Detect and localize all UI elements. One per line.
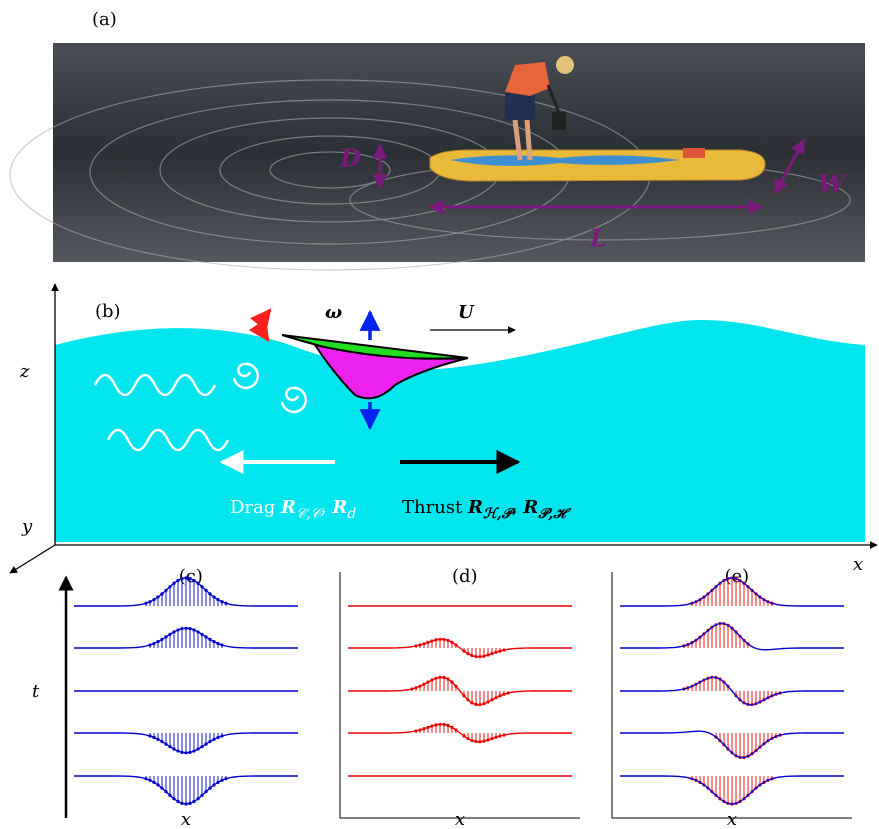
sep: , (512, 497, 518, 518)
rotation-arrow (263, 310, 270, 340)
photo (10, 43, 865, 270)
drag-word: Drag (230, 497, 275, 518)
depth-label: D (339, 144, 361, 173)
length-label: L (589, 224, 607, 253)
axis-label: t (32, 681, 40, 702)
axis-label: x (455, 809, 465, 829)
axis-label: x (181, 809, 191, 829)
velocity-label: U (458, 302, 475, 323)
figure: (a) D W L (b) z y x (0, 0, 879, 829)
panel-label: (d) (452, 566, 478, 587)
sep: , (321, 497, 327, 518)
term: R (467, 497, 483, 518)
term: R (522, 497, 538, 518)
term: R (280, 497, 296, 518)
surface-curve (348, 639, 572, 656)
surface-curve (620, 677, 844, 704)
sub: ℋ,𝒫 (483, 506, 516, 522)
width-label: W (818, 170, 847, 199)
axis-label: x (727, 809, 737, 829)
surface-curve (348, 724, 572, 741)
axis-label: y (21, 516, 33, 537)
panel-label: (b) (95, 301, 121, 322)
panel-label: (a) (92, 9, 117, 30)
axis-label: x (853, 554, 863, 575)
axis-label: z (19, 361, 30, 382)
thrust-word: Thrust (402, 497, 463, 518)
wave-panels: (c)x(d)x(e)x (74, 566, 852, 829)
term: R (331, 497, 347, 518)
sub: d (347, 506, 356, 522)
rotation-label: ω (325, 302, 342, 323)
surface-curve (348, 677, 572, 704)
